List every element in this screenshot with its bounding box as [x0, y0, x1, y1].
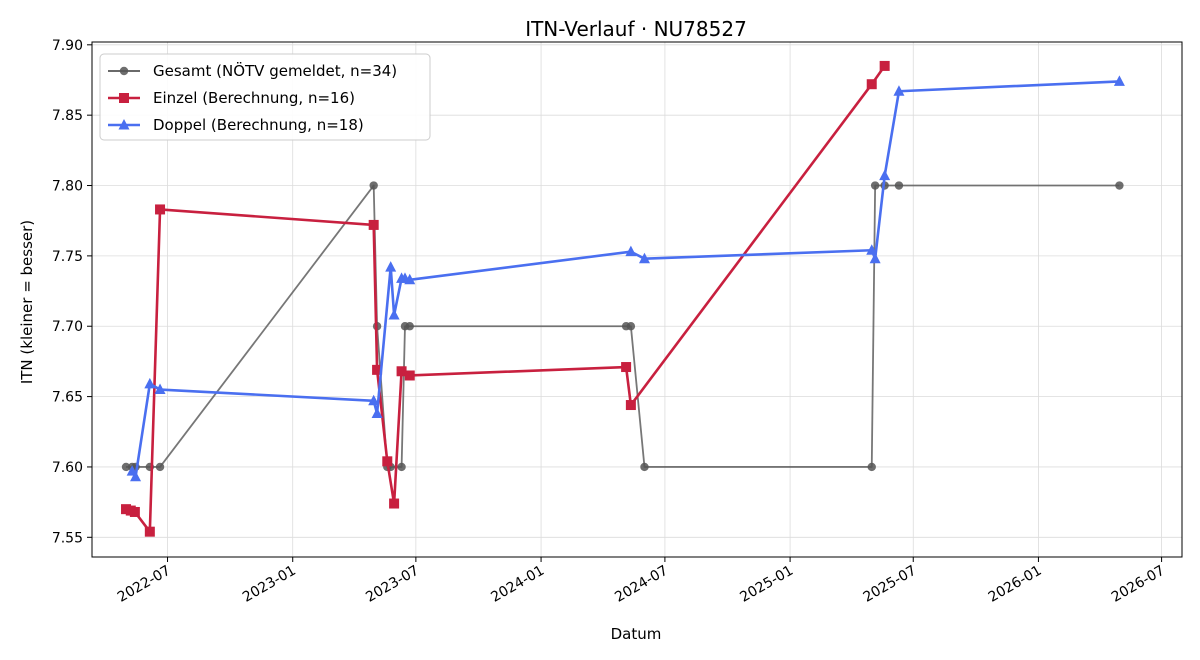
y-tick-label: 7.55	[52, 530, 83, 546]
data-point-doppel	[625, 245, 637, 257]
legend-box	[99, 53, 431, 141]
data-point-gesamt	[369, 181, 378, 190]
y-tick-label: 7.65	[52, 390, 83, 406]
data-point-gesamt	[867, 462, 876, 472]
data-point-doppel	[638, 252, 650, 264]
data-point-doppel	[893, 85, 905, 96]
chart-title: ITN-Verlauf · NU78527	[525, 17, 747, 41]
data-point-doppel	[154, 383, 166, 395]
data-point-doppel	[371, 407, 383, 418]
data-point-einzel	[404, 370, 415, 381]
y-tick-label: 7.80	[52, 179, 83, 195]
data-point-gesamt	[121, 462, 131, 472]
y-tick-label: 7.75	[52, 249, 83, 265]
y-tick-label: 7.90	[52, 38, 83, 54]
data-point-einzel	[155, 204, 166, 215]
legend-label-einzel: Einzel (Berechnung, n=16)	[153, 89, 355, 107]
y-tick-label: 7.60	[52, 460, 83, 476]
legend-label-doppel: Doppel (Berechnung, n=18)	[153, 116, 364, 134]
data-point-doppel	[385, 261, 397, 272]
data-point-einzel	[396, 366, 407, 377]
legend-marker-einzel	[119, 93, 129, 103]
data-point-doppel	[404, 273, 416, 285]
data-point-doppel	[869, 252, 881, 264]
series-einzel	[121, 60, 890, 537]
data-point-einzel	[372, 364, 383, 375]
legend: Gesamt (NÖTV gemeldet, n=34) Einzel (Bere…	[99, 53, 431, 141]
data-point-doppel	[368, 394, 380, 406]
data-point-einzel	[621, 362, 632, 373]
data-point-doppel	[1113, 75, 1125, 86]
legend-marker-doppel	[118, 119, 130, 130]
data-point-gesamt	[155, 462, 165, 472]
data-point-einzel	[389, 498, 400, 509]
y-tick-label: 7.70	[52, 319, 83, 335]
data-point-einzel	[129, 506, 140, 517]
y-tick-label: 7.85	[52, 108, 83, 124]
data-point-doppel	[388, 308, 400, 320]
data-point-einzel	[144, 526, 155, 537]
data-point-gesamt	[870, 181, 880, 190]
data-point-einzel	[625, 400, 636, 411]
x-axis-label: Datum	[611, 625, 662, 643]
data-point-gesamt	[405, 322, 414, 331]
data-point-einzel	[368, 219, 379, 230]
plot-area-frame	[91, 41, 1183, 558]
series-layer	[121, 60, 1125, 537]
data-point-gesamt	[640, 462, 649, 472]
data-point-einzel	[866, 79, 877, 90]
data-point-gesamt	[397, 462, 406, 472]
data-point-gesamt	[626, 322, 636, 331]
y-axis-label: ITN (kleiner = besser)	[18, 220, 36, 384]
series-doppel	[126, 75, 1125, 482]
data-point-doppel	[866, 244, 878, 255]
data-point-doppel	[144, 377, 156, 389]
data-point-einzel	[382, 456, 393, 467]
data-point-einzel	[879, 60, 890, 71]
data-point-gesamt	[1115, 181, 1124, 190]
data-point-doppel	[130, 470, 142, 482]
legend-label-gesamt: Gesamt (NÖTV gemeldet, n=34)	[153, 61, 397, 80]
data-point-gesamt	[894, 181, 904, 190]
legend-marker-gesamt	[119, 66, 129, 76]
data-point-doppel	[879, 169, 891, 181]
